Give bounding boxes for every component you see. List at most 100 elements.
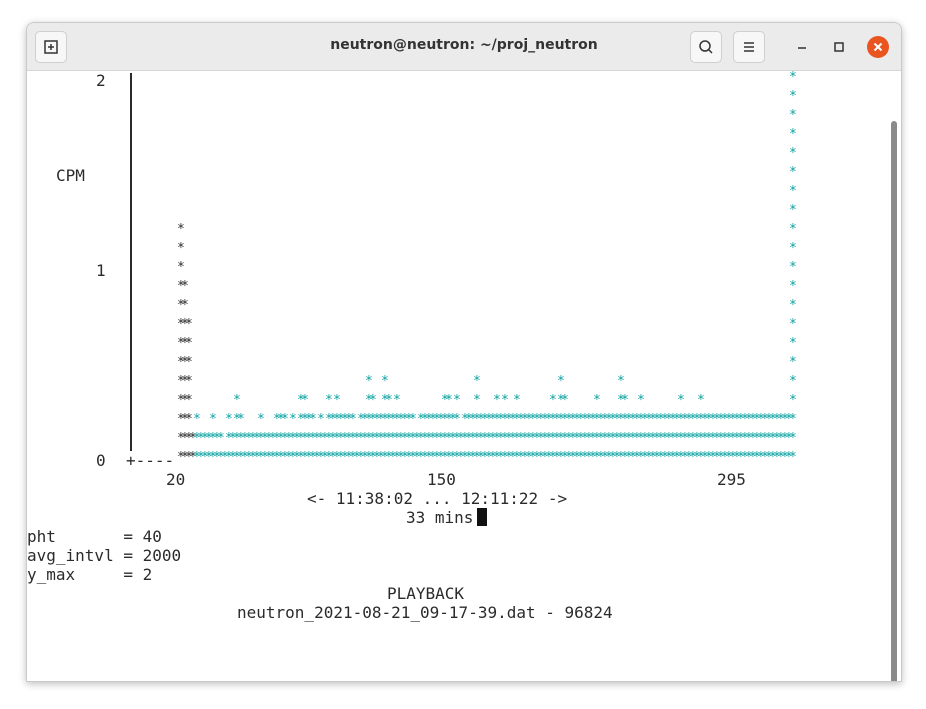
chart-mark-s0-c1-r5: *	[181, 355, 189, 370]
chart-mark-s1-c66-r1: *	[441, 431, 449, 446]
chart-mark-s1-c77-r0: *	[485, 450, 493, 465]
chart-mark-s1-c123-r1: *	[669, 431, 677, 446]
chart-mark-s1-c143-r1: *	[749, 431, 757, 446]
chart-mark-s1-c153-r4: *	[789, 374, 797, 389]
chart-mark-s1-c43-r0: *	[349, 450, 357, 465]
chart-mark-s1-c146-r0: *	[761, 450, 769, 465]
chart-mark-s1-c153-r3: *	[789, 393, 797, 408]
menu-button[interactable]	[733, 31, 765, 63]
chart-mark-s1-c46-r0: *	[361, 450, 369, 465]
chart-mark-s1-c22-r1: *	[265, 431, 273, 446]
chart-mark-s0-c0-r1: *	[177, 431, 185, 446]
chart-mark-s1-c85-r2: *	[517, 412, 525, 427]
chart-mark-s1-c47-r4: *	[365, 374, 373, 389]
minimize-icon	[798, 47, 806, 49]
chart-mark-s1-c21-r0: *	[261, 450, 269, 465]
chart-mark-s1-c82-r0: *	[505, 450, 513, 465]
close-button[interactable]	[867, 36, 889, 58]
chart-mark-s1-c83-r2: *	[509, 412, 517, 427]
chart-mark-s1-c81-r0: *	[501, 450, 509, 465]
chart-mark-s1-c84-r2: *	[513, 412, 521, 427]
chart-mark-s1-c97-r1: *	[565, 431, 573, 446]
minimize-button[interactable]	[792, 37, 812, 57]
chart-mark-s1-c153-r19: *	[789, 89, 797, 104]
chart-mark-s1-c137-r2: *	[725, 412, 733, 427]
chart-mark-s1-c95-r3: *	[557, 393, 565, 408]
chart-mark-s1-c136-r0: *	[721, 450, 729, 465]
chart-mark-s1-c66-r2: *	[441, 412, 449, 427]
chart-mark-s1-c73-r2: *	[469, 412, 477, 427]
chart-mark-s1-c6-r1: *	[201, 431, 209, 446]
chart-mark-s1-c125-r2: *	[677, 412, 685, 427]
chart-mark-s1-c106-r2: *	[601, 412, 609, 427]
chart-mark-s1-c128-r0: *	[689, 450, 697, 465]
chart-mark-s1-c8-r0: *	[209, 450, 217, 465]
chart-mark-s1-c56-r2: *	[401, 412, 409, 427]
scrollbar[interactable]	[891, 121, 897, 681]
search-button[interactable]	[690, 31, 722, 63]
chart-mark-s1-c115-r1: *	[637, 431, 645, 446]
chart-mark-s1-c153-r10: *	[789, 260, 797, 275]
chart-mark-s1-c87-r2: *	[525, 412, 533, 427]
chart-mark-s1-c48-r1: *	[369, 431, 377, 446]
chart-mark-s1-c49-r1: *	[373, 431, 381, 446]
chart-mark-s1-c66-r0: *	[441, 450, 449, 465]
chart-mark-s0-c1-r0: *	[181, 450, 189, 465]
chart-mark-s1-c145-r2: *	[757, 412, 765, 427]
chart-mark-s1-c89-r2: *	[533, 412, 541, 427]
chart-mark-s1-c129-r2: *	[693, 412, 701, 427]
chart-mark-s0-c1-r4: *	[181, 374, 189, 389]
new-tab-button[interactable]	[35, 31, 67, 63]
chart-mark-s1-c88-r0: *	[529, 450, 537, 465]
chart-mark-s1-c19-r0: *	[253, 450, 261, 465]
chart-mark-s1-c83-r1: *	[509, 431, 517, 446]
x-tick-20: 20	[166, 470, 186, 489]
chart-mark-s1-c92-r1: *	[545, 431, 553, 446]
chart-mark-s0-c0-r11: *	[177, 241, 185, 256]
chart-mark-s1-c153-r15: *	[789, 165, 797, 180]
chart-mark-s0-c0-r0: *	[177, 450, 185, 465]
chart-mark-s1-c128-r2: *	[689, 412, 697, 427]
terminal-content[interactable]	[27, 71, 901, 681]
chart-mark-s1-c48-r0: *	[369, 450, 377, 465]
chart-mark-s1-c47-r3: *	[365, 393, 373, 408]
mode-label: PLAYBACK	[387, 584, 465, 603]
chart-mark-s1-c100-r0: *	[577, 450, 585, 465]
chart-mark-s1-c107-r0: *	[605, 450, 613, 465]
chart-mark-s1-c31-r1: *	[301, 431, 309, 446]
chart-mark-s1-c17-r1: *	[245, 431, 253, 446]
chart-mark-s1-c153-r5: *	[789, 355, 797, 370]
chart-mark-s1-c65-r1: *	[437, 431, 445, 446]
chart-mark-s1-c150-r1: *	[777, 431, 785, 446]
chart-mark-s1-c72-r1: *	[465, 431, 473, 446]
chart-mark-s1-c30-r2: *	[297, 412, 305, 427]
chart-mark-s1-c58-r2: *	[409, 412, 417, 427]
chart-mark-s1-c54-r2: *	[393, 412, 401, 427]
chart-mark-s0-c2-r4: *	[185, 374, 193, 389]
chart-mark-s0-c0-r4: *	[177, 374, 185, 389]
chart-mark-s1-c137-r0: *	[725, 450, 733, 465]
chart-mark-s1-c36-r1: *	[321, 431, 329, 446]
chart-mark-s0-c0-r12: *	[177, 222, 185, 237]
chart-mark-s1-c24-r1: *	[273, 431, 281, 446]
chart-mark-s1-c16-r0: *	[241, 450, 249, 465]
chart-mark-s1-c124-r2: *	[673, 412, 681, 427]
search-icon	[699, 40, 713, 54]
chart-mark-s1-c10-r0: *	[217, 450, 225, 465]
chart-mark-s0-c3-r0: *	[189, 450, 197, 465]
chart-mark-s1-c117-r0: *	[645, 450, 653, 465]
chart-mark-s1-c86-r0: *	[521, 450, 529, 465]
chart-mark-s1-c148-r2: *	[769, 412, 777, 427]
chart-mark-s1-c148-r0: *	[769, 450, 777, 465]
chart-mark-s1-c37-r2: *	[325, 412, 333, 427]
chart-mark-s1-c115-r0: *	[637, 450, 645, 465]
chart-mark-s1-c27-r1: *	[285, 431, 293, 446]
chart-mark-s1-c135-r2: *	[717, 412, 725, 427]
chart-mark-s1-c107-r1: *	[605, 431, 613, 446]
chart-mark-s1-c89-r1: *	[533, 431, 541, 446]
maximize-button[interactable]	[829, 37, 849, 57]
chart-mark-s1-c17-r0: *	[245, 450, 253, 465]
chart-mark-s1-c39-r1: *	[333, 431, 341, 446]
chart-mark-s1-c119-r0: *	[653, 450, 661, 465]
chart-mark-s1-c124-r0: *	[673, 450, 681, 465]
